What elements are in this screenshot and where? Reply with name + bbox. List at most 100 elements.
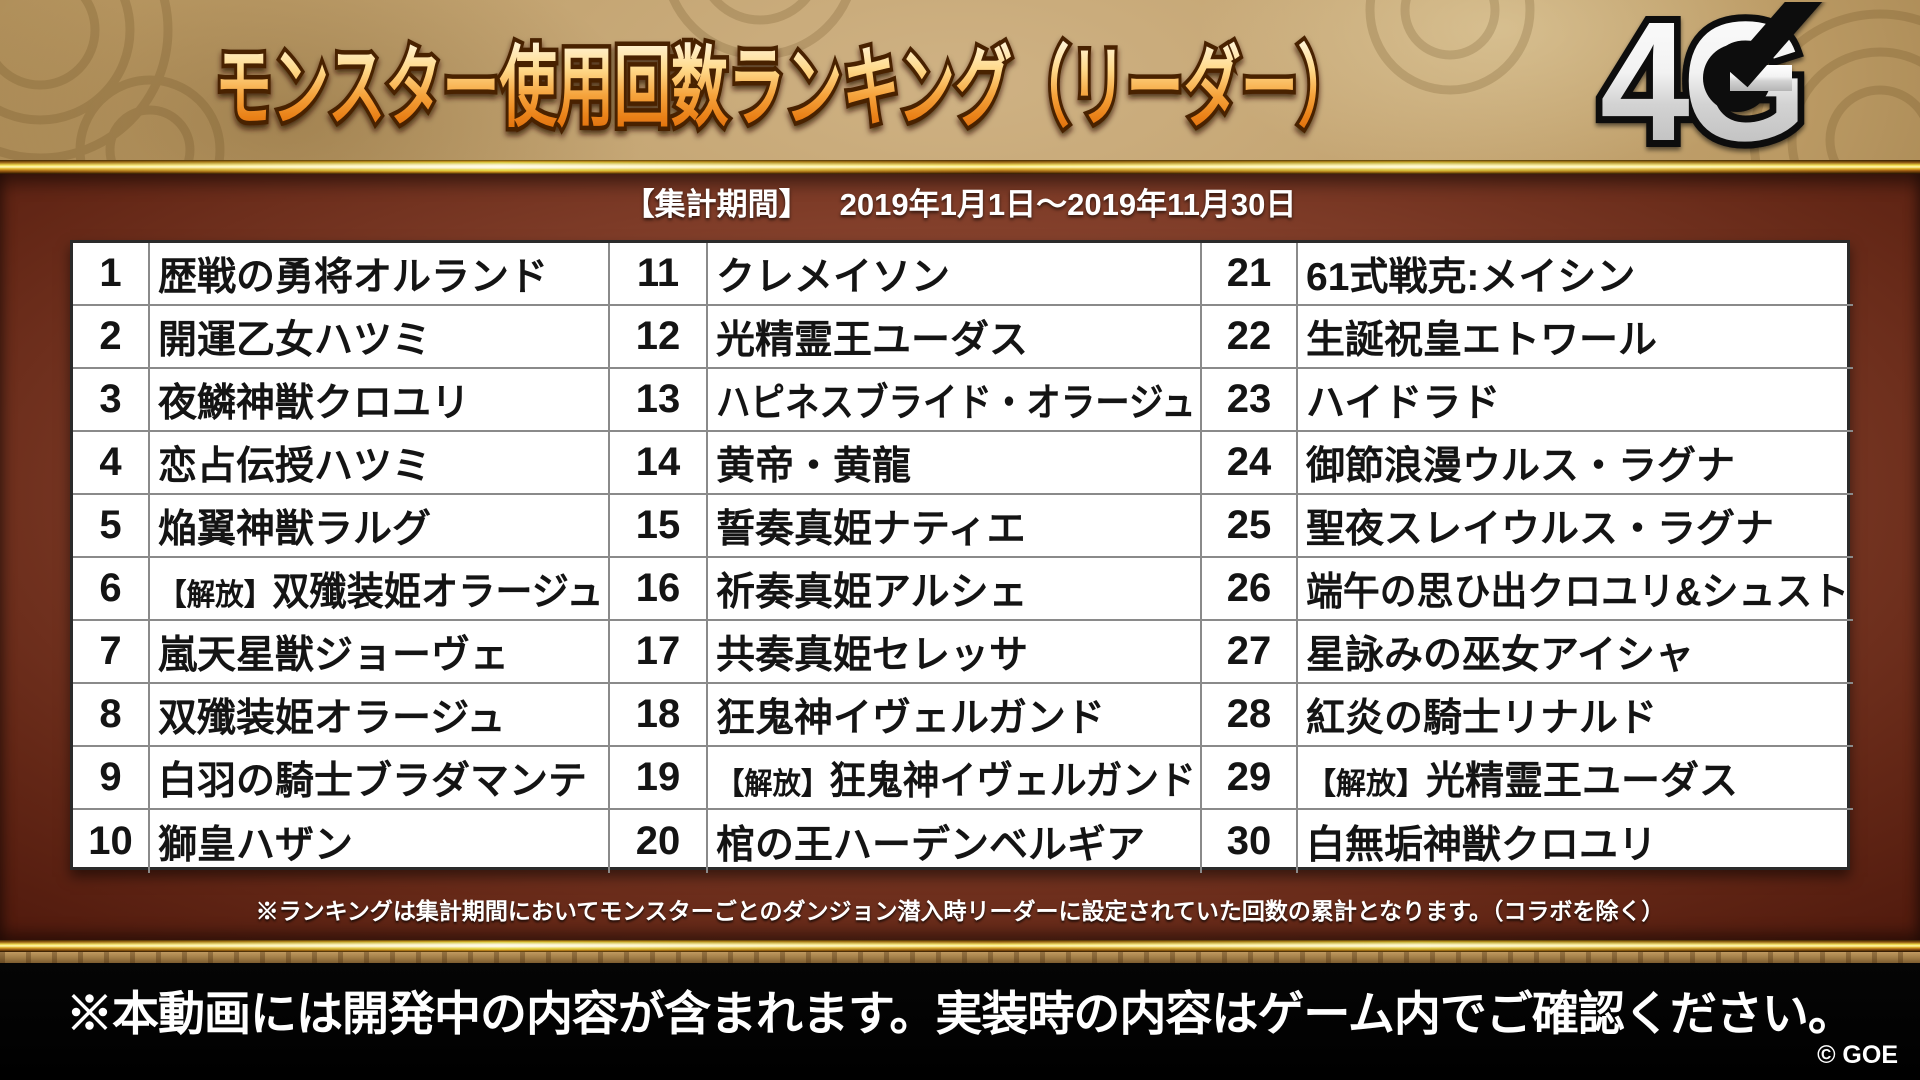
rank-cell: 28 [1202, 684, 1298, 747]
monster-name: 夜鱗神獣クロユリ [158, 381, 471, 425]
rank-cell: 29 [1202, 747, 1298, 810]
period-range: 2019年1月1日～2019年11月30日 [839, 187, 1297, 222]
monster-name-cell: 歴戦の勇将オルランド [150, 243, 610, 306]
monster-name-cell: ハピネスブライド・オラージュ [708, 369, 1202, 432]
monster-name-cell: 61式戦克:メイシン [1298, 243, 1853, 306]
rank-cell: 26 [1202, 558, 1298, 621]
monster-name-cell: 夜鱗神獣クロユリ [150, 369, 610, 432]
rank-cell: 17 [610, 621, 708, 684]
release-prefix: 【解放】 [1306, 767, 1426, 801]
content-band: 【集計期間】 2019年1月1日～2019年11月30日 1 歴戦の勇将オルランド 1… [0, 174, 1920, 940]
monster-name: 光精霊王ユーダス [1426, 759, 1739, 803]
rank-cell: 4 [73, 432, 150, 495]
monster-name: 双殲装姫オラージュ [272, 570, 604, 614]
monster-name-cell: 光精霊王ユーダス [708, 306, 1202, 369]
monster-name: 白無垢神獣クロユリ [1306, 823, 1658, 867]
logo-4g: 4G [1593, 2, 1823, 160]
monster-name-cell: 祈奏真姫アルシェ [708, 558, 1202, 621]
monster-name: 61式戦克:メイシン [1306, 255, 1636, 299]
release-prefix: 【解放】 [716, 767, 830, 801]
monster-name: 焔翼神獣ラルグ [158, 507, 432, 551]
release-prefix: 【解放】 [158, 578, 273, 612]
rank-cell: 24 [1202, 432, 1298, 495]
monster-name-cell: 白無垢神獣クロユリ [1298, 810, 1853, 873]
monster-name-cell: 狂鬼神イヴェルガンド [708, 684, 1202, 747]
period-line: 【集計期間】 2019年1月1日～2019年11月30日 [0, 184, 1920, 226]
rank-cell: 5 [73, 495, 150, 558]
rank-cell: 9 [73, 747, 150, 810]
monster-name: 聖夜スレイウルス・ラグナ [1306, 507, 1775, 551]
rank-cell: 22 [1202, 306, 1298, 369]
monster-name-cell: 共奏真姫セレッサ [708, 621, 1202, 684]
rank-cell: 15 [610, 495, 708, 558]
footer-bar: ※本動画には開発中の内容が含まれます。実装時の内容はゲーム内でご確認ください。 … [0, 963, 1920, 1080]
monster-name-cell: 【解放】光精霊王ユーダス [1298, 747, 1853, 810]
monster-name-cell: クレメイソン [708, 243, 1202, 306]
monster-name: 祈奏真姫アルシェ [716, 570, 1028, 614]
monster-name-cell: 【解放】双殲装姫オラージュ [150, 558, 610, 621]
gold-divider-top [0, 160, 1920, 174]
monster-name: 光精霊王ユーダス [716, 318, 1029, 362]
monster-name: 歴戦の勇将オルランド [158, 255, 549, 299]
monster-name: 端午の思ひ出クロユリ&シュスト [1306, 570, 1850, 614]
rank-cell: 12 [610, 306, 708, 369]
monster-name: 白羽の騎士ブラダマンテ [158, 759, 588, 803]
monster-name: 誓奏真姫ナティエ [716, 507, 1026, 551]
monster-name-cell: 焔翼神獣ラルグ [150, 495, 610, 558]
monster-name-cell: 黄帝・黄龍 [708, 432, 1202, 495]
rank-cell: 13 [610, 369, 708, 432]
monster-name: 御節浪漫ウルス・ラグナ [1306, 444, 1736, 488]
monster-name-cell: 紅炎の騎士リナルド [1298, 684, 1853, 747]
monster-name: ハイドラド [1306, 381, 1501, 425]
monster-name-cell: 誓奏真姫ナティエ [708, 495, 1202, 558]
header-banner: モンスター使用回数ランキング（リーダー） 4G [0, 0, 1920, 160]
rank-cell: 6 [73, 558, 150, 621]
rank-cell: 2 [73, 306, 150, 369]
rank-cell: 21 [1202, 243, 1298, 306]
monster-name: 狂鬼神イヴェルガンド [716, 696, 1105, 740]
monster-name: 共奏真姫セレッサ [716, 633, 1029, 677]
monster-name: 棺の王ハーデンベルギア [716, 823, 1146, 867]
dev-disclaimer: ※本動画には開発中の内容が含まれます。実装時の内容はゲーム内でご確認ください。 [66, 987, 1855, 1040]
rank-cell: 20 [610, 810, 708, 873]
wood-texture-strip [0, 952, 1920, 963]
logo-g-slash-icon [1726, 2, 1823, 88]
rank-cell: 1 [73, 243, 150, 306]
monster-name: 紅炎の騎士リナルド [1306, 696, 1658, 740]
rank-cell: 7 [73, 621, 150, 684]
monster-name: 星詠みの巫女アイシャ [1306, 633, 1695, 677]
monster-name-cell: 聖夜スレイウルス・ラグナ [1298, 495, 1853, 558]
rank-cell: 19 [610, 747, 708, 810]
rank-cell: 25 [1202, 495, 1298, 558]
monster-name: 獅皇ハザン [158, 823, 354, 867]
monster-name: 開運乙女ハツミ [158, 318, 432, 362]
monster-name-cell: 【解放】狂鬼神イヴェルガンド [708, 747, 1202, 810]
rank-cell: 30 [1202, 810, 1298, 873]
monster-name-cell: 端午の思ひ出クロユリ&シュスト [1298, 558, 1853, 621]
monster-name: 黄帝・黄龍 [716, 444, 912, 488]
copyright: © GOE [1817, 1041, 1898, 1069]
rank-cell: 23 [1202, 369, 1298, 432]
monster-name-cell: 開運乙女ハツミ [150, 306, 610, 369]
rank-cell: 8 [73, 684, 150, 747]
monster-name: 狂鬼神イヴェルガンド [829, 759, 1196, 803]
monster-name-cell: 白羽の騎士ブラダマンテ [150, 747, 610, 810]
monster-name: ハピネスブライド・オラージュ [716, 381, 1196, 425]
gold-divider-bottom [0, 940, 1920, 952]
rank-cell: 3 [73, 369, 150, 432]
rank-cell: 14 [610, 432, 708, 495]
monster-name-cell: 嵐天星獣ジョーヴェ [150, 621, 610, 684]
monster-name-cell: 星詠みの巫女アイシャ [1298, 621, 1853, 684]
monster-name: クレメイソン [716, 255, 951, 299]
monster-name-cell: 生誕祝皇エトワール [1298, 306, 1853, 369]
rank-cell: 27 [1202, 621, 1298, 684]
monster-name-cell: 恋占伝授ハツミ [150, 432, 610, 495]
monster-name-cell: 双殲装姫オラージュ [150, 684, 610, 747]
rank-cell: 11 [610, 243, 708, 306]
monster-name-cell: ハイドラド [1298, 369, 1853, 432]
monster-name: 嵐天星獣ジョーヴェ [158, 633, 510, 677]
ranking-note: ※ランキングは集計期間においてモンスターごとのダンジョン潜入時リーダーに設定され… [255, 898, 1665, 924]
monster-name-cell: 御節浪漫ウルス・ラグナ [1298, 432, 1853, 495]
monster-name: 恋占伝授ハツミ [158, 444, 432, 488]
